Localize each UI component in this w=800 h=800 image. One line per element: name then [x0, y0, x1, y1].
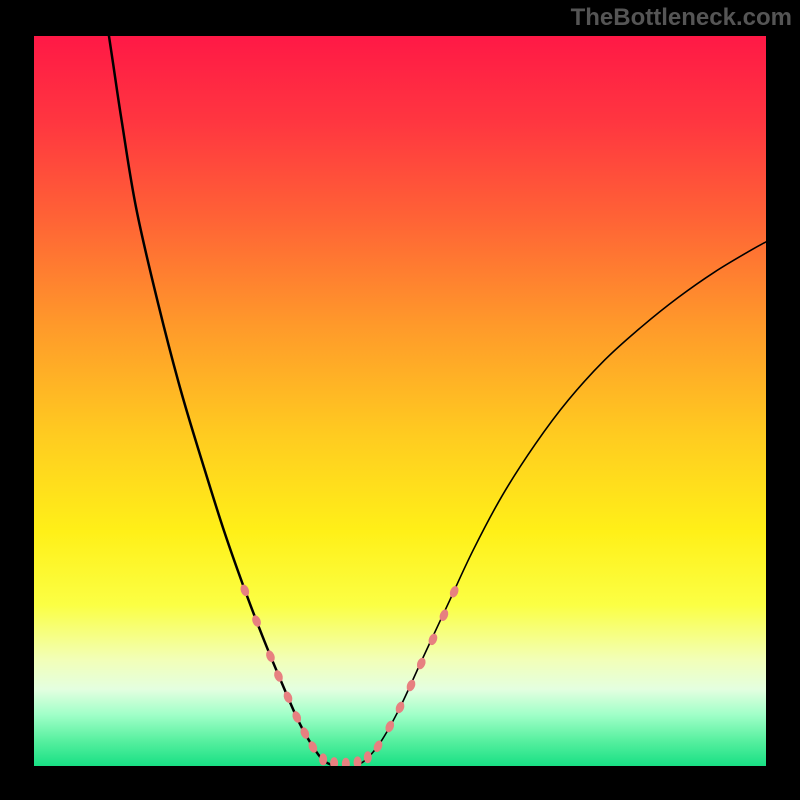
marker-bottom: [319, 753, 327, 765]
gradient-background: [34, 34, 766, 766]
watermark: TheBottleneck.com: [571, 4, 792, 32]
plot-top-border: [34, 34, 766, 36]
chart-svg: [34, 34, 766, 766]
marker-bottom: [364, 751, 372, 763]
plot-area: [34, 34, 766, 766]
